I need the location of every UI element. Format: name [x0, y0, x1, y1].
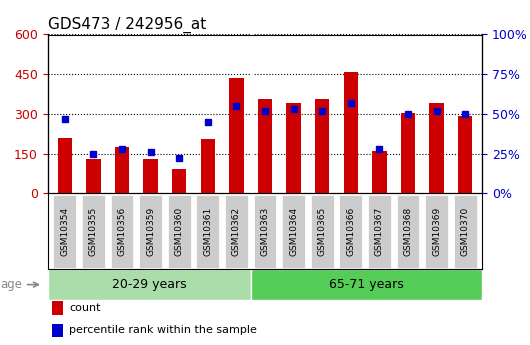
Bar — [86, 159, 101, 193]
Text: GSM10364: GSM10364 — [289, 207, 298, 256]
FancyBboxPatch shape — [253, 195, 277, 268]
Bar — [58, 138, 72, 193]
Text: GSM10359: GSM10359 — [146, 207, 155, 256]
Text: count: count — [69, 303, 101, 313]
Text: age: age — [0, 278, 38, 291]
Text: 65-71 years: 65-71 years — [329, 278, 404, 291]
Text: GSM10354: GSM10354 — [60, 207, 69, 256]
Text: GSM10355: GSM10355 — [89, 207, 98, 256]
Bar — [458, 117, 472, 193]
FancyBboxPatch shape — [311, 195, 333, 268]
FancyBboxPatch shape — [111, 195, 134, 268]
FancyBboxPatch shape — [82, 195, 105, 268]
FancyBboxPatch shape — [282, 195, 305, 268]
Bar — [343, 71, 358, 193]
Bar — [315, 99, 329, 193]
Bar — [52, 324, 63, 337]
FancyBboxPatch shape — [225, 195, 248, 268]
Text: GSM10362: GSM10362 — [232, 207, 241, 256]
Text: 20-29 years: 20-29 years — [112, 278, 187, 291]
FancyBboxPatch shape — [197, 195, 219, 268]
Text: GSM10368: GSM10368 — [403, 207, 412, 256]
Bar — [401, 112, 415, 193]
FancyBboxPatch shape — [168, 195, 191, 268]
Bar — [172, 169, 187, 193]
FancyBboxPatch shape — [396, 195, 419, 268]
Bar — [286, 103, 301, 193]
FancyBboxPatch shape — [368, 195, 391, 268]
Text: GSM10356: GSM10356 — [118, 207, 127, 256]
Bar — [429, 103, 444, 193]
Text: GSM10369: GSM10369 — [432, 207, 441, 256]
FancyBboxPatch shape — [251, 269, 482, 300]
Bar — [115, 147, 129, 193]
Bar — [201, 139, 215, 193]
FancyBboxPatch shape — [425, 195, 448, 268]
FancyBboxPatch shape — [339, 195, 362, 268]
Bar — [144, 159, 158, 193]
Text: GSM10363: GSM10363 — [261, 207, 269, 256]
Text: GDS473 / 242956_at: GDS473 / 242956_at — [48, 17, 206, 33]
FancyBboxPatch shape — [54, 195, 76, 268]
FancyBboxPatch shape — [139, 195, 162, 268]
Text: GSM10365: GSM10365 — [317, 207, 326, 256]
Text: GSM10366: GSM10366 — [346, 207, 355, 256]
Bar — [229, 78, 244, 193]
Bar — [372, 151, 386, 193]
Text: GSM10367: GSM10367 — [375, 207, 384, 256]
Text: GSM10361: GSM10361 — [204, 207, 213, 256]
FancyBboxPatch shape — [48, 269, 251, 300]
Bar — [258, 99, 272, 193]
Text: GSM10360: GSM10360 — [175, 207, 184, 256]
FancyBboxPatch shape — [454, 195, 476, 268]
Bar — [52, 301, 63, 315]
Text: percentile rank within the sample: percentile rank within the sample — [69, 325, 257, 335]
Text: GSM10370: GSM10370 — [461, 207, 470, 256]
